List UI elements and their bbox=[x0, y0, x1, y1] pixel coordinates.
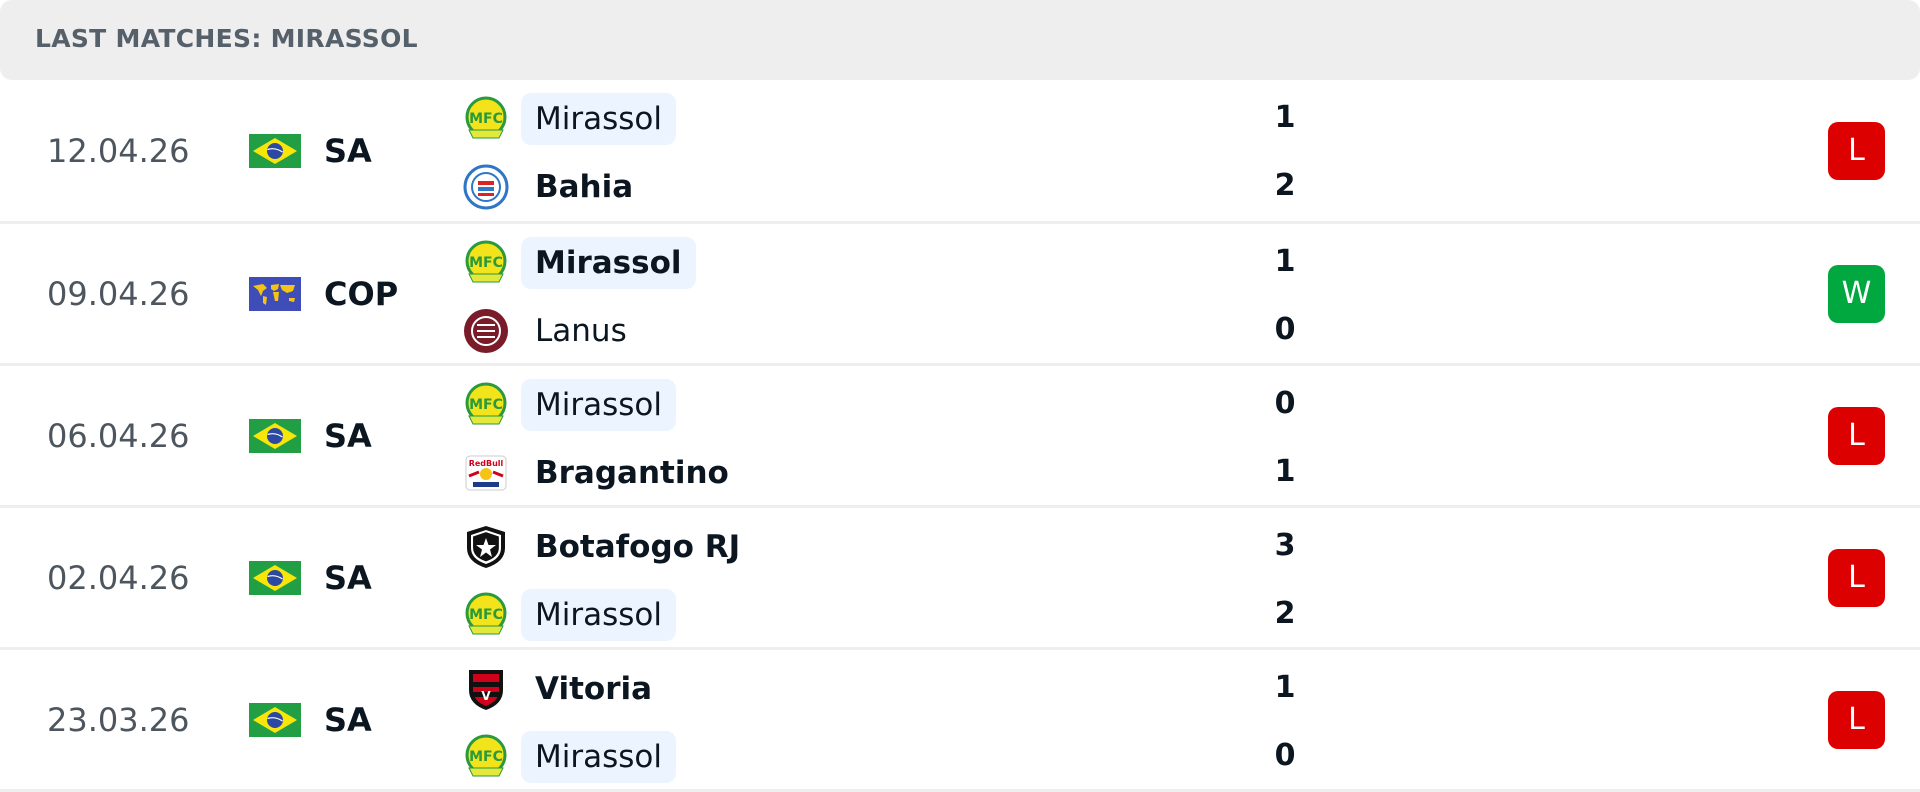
result-badge: L bbox=[1828, 690, 1885, 749]
match-row[interactable]: 06.04.26 SA MFC Mirassol RedBull Bragant… bbox=[0, 366, 1920, 508]
world-flag-icon bbox=[249, 276, 301, 311]
lanus-logo-icon bbox=[463, 308, 509, 354]
match-date: 23.03.26 bbox=[47, 700, 190, 739]
match-row[interactable]: 23.03.26 SA V Vitoria MFC Mirassol 1 0 L bbox=[0, 650, 1920, 792]
botafogo-logo-icon bbox=[463, 524, 509, 570]
bahia-logo-icon bbox=[463, 164, 509, 210]
away-team[interactable]: MFC Mirassol bbox=[463, 731, 676, 783]
away-team-name: Bragantino bbox=[535, 455, 729, 491]
match-date: 12.04.26 bbox=[47, 131, 190, 170]
match-row[interactable]: 02.04.26 SA Botafogo RJ MFC Mirassol 3 2… bbox=[0, 508, 1920, 650]
match-row[interactable]: 12.04.26 SA MFC Mirassol Bahia 1 2 L bbox=[0, 80, 1920, 224]
away-score: 2 bbox=[1274, 168, 1296, 203]
home-team[interactable]: V Vitoria bbox=[463, 663, 666, 715]
away-score: 0 bbox=[1274, 312, 1296, 347]
home-team[interactable]: MFC Mirassol bbox=[463, 379, 676, 431]
home-team-name: Mirassol bbox=[521, 237, 696, 289]
away-score: 2 bbox=[1274, 596, 1296, 631]
brazil-flag-icon bbox=[249, 702, 301, 737]
match-date: 02.04.26 bbox=[47, 558, 190, 597]
home-score: 1 bbox=[1274, 244, 1296, 279]
match-date: 09.04.26 bbox=[47, 274, 190, 313]
competition-label: SA bbox=[324, 700, 372, 739]
match-row[interactable]: 09.04.26 COP MFC Mirassol Lanus 1 0 W bbox=[0, 224, 1920, 366]
home-team[interactable]: MFC Mirassol bbox=[463, 237, 696, 289]
home-team-name: Mirassol bbox=[521, 379, 676, 431]
away-team[interactable]: Bahia bbox=[463, 161, 647, 213]
away-score: 0 bbox=[1274, 738, 1296, 773]
section-title: LAST MATCHES: MIRASSOL bbox=[35, 24, 418, 53]
home-score: 0 bbox=[1274, 386, 1296, 421]
result-badge: W bbox=[1828, 264, 1885, 323]
brazil-flag-icon bbox=[249, 418, 301, 453]
result-badge: L bbox=[1828, 406, 1885, 465]
away-score: 1 bbox=[1274, 454, 1296, 489]
mirassol-logo-icon: MFC bbox=[463, 592, 509, 638]
svg-text:MFC: MFC bbox=[469, 397, 503, 413]
home-score: 3 bbox=[1274, 528, 1296, 563]
away-team-name: Bahia bbox=[535, 169, 634, 205]
away-team[interactable]: Lanus bbox=[463, 305, 641, 357]
home-team-name: Botafogo RJ bbox=[535, 529, 741, 565]
result-badge: L bbox=[1828, 121, 1885, 180]
home-score: 1 bbox=[1274, 670, 1296, 705]
mirassol-logo-icon: MFC bbox=[463, 240, 509, 286]
away-team-name: Lanus bbox=[535, 313, 627, 349]
match-date: 06.04.26 bbox=[47, 416, 190, 455]
away-team-name: Mirassol bbox=[521, 589, 676, 641]
home-team-name: Mirassol bbox=[521, 93, 676, 145]
home-team[interactable]: MFC Mirassol bbox=[463, 93, 676, 145]
brazil-flag-icon bbox=[249, 133, 301, 168]
home-team[interactable]: Botafogo RJ bbox=[463, 521, 754, 573]
competition-label: SA bbox=[324, 416, 372, 455]
svg-text:MFC: MFC bbox=[469, 749, 503, 765]
svg-text:V: V bbox=[481, 689, 491, 703]
competition-label: SA bbox=[324, 558, 372, 597]
competition-label: SA bbox=[324, 131, 372, 170]
away-team[interactable]: RedBull Bragantino bbox=[463, 447, 743, 499]
away-team[interactable]: MFC Mirassol bbox=[463, 589, 676, 641]
mirassol-logo-icon: MFC bbox=[463, 734, 509, 780]
brazil-flag-icon bbox=[249, 560, 301, 595]
mirassol-logo-icon: MFC bbox=[463, 96, 509, 142]
section-header: LAST MATCHES: MIRASSOL bbox=[0, 0, 1920, 80]
svg-text:MFC: MFC bbox=[469, 607, 503, 623]
result-badge: L bbox=[1828, 548, 1885, 607]
vitoria-logo-icon: V bbox=[463, 666, 509, 712]
away-team-name: Mirassol bbox=[521, 731, 676, 783]
svg-text:RedBull: RedBull bbox=[469, 459, 504, 468]
mirassol-logo-icon: MFC bbox=[463, 382, 509, 428]
home-team-name: Vitoria bbox=[535, 671, 653, 707]
svg-text:MFC: MFC bbox=[469, 111, 503, 127]
svg-text:MFC: MFC bbox=[469, 255, 503, 271]
bragantino-logo-icon: RedBull bbox=[463, 450, 509, 496]
home-score: 1 bbox=[1274, 100, 1296, 135]
competition-label: COP bbox=[324, 274, 399, 313]
